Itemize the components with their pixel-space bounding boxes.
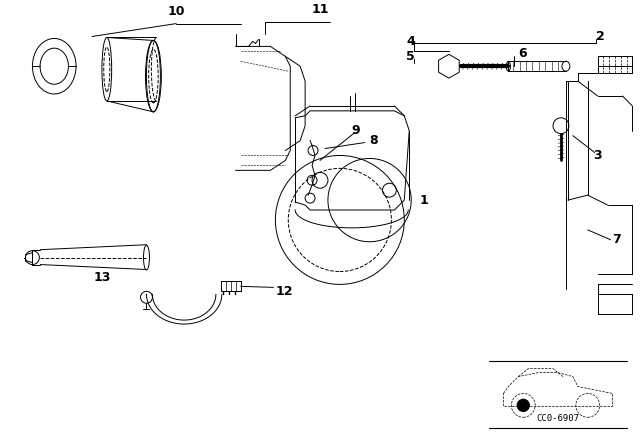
Polygon shape [438,54,460,78]
Text: 9: 9 [352,124,360,137]
Text: 2: 2 [596,30,604,43]
Text: 10: 10 [168,4,185,17]
Text: 8: 8 [369,134,378,147]
Circle shape [517,400,529,411]
Text: CC0-6907: CC0-6907 [536,414,579,423]
Text: 11: 11 [311,3,329,16]
Text: 7: 7 [612,233,621,246]
Text: 4: 4 [406,35,415,48]
Polygon shape [221,281,241,291]
Text: 13: 13 [93,271,111,284]
Text: 6: 6 [518,47,527,60]
Text: 3: 3 [593,149,602,162]
Text: 5: 5 [406,50,415,63]
Text: 1: 1 [419,194,428,207]
Text: 12: 12 [275,285,293,298]
